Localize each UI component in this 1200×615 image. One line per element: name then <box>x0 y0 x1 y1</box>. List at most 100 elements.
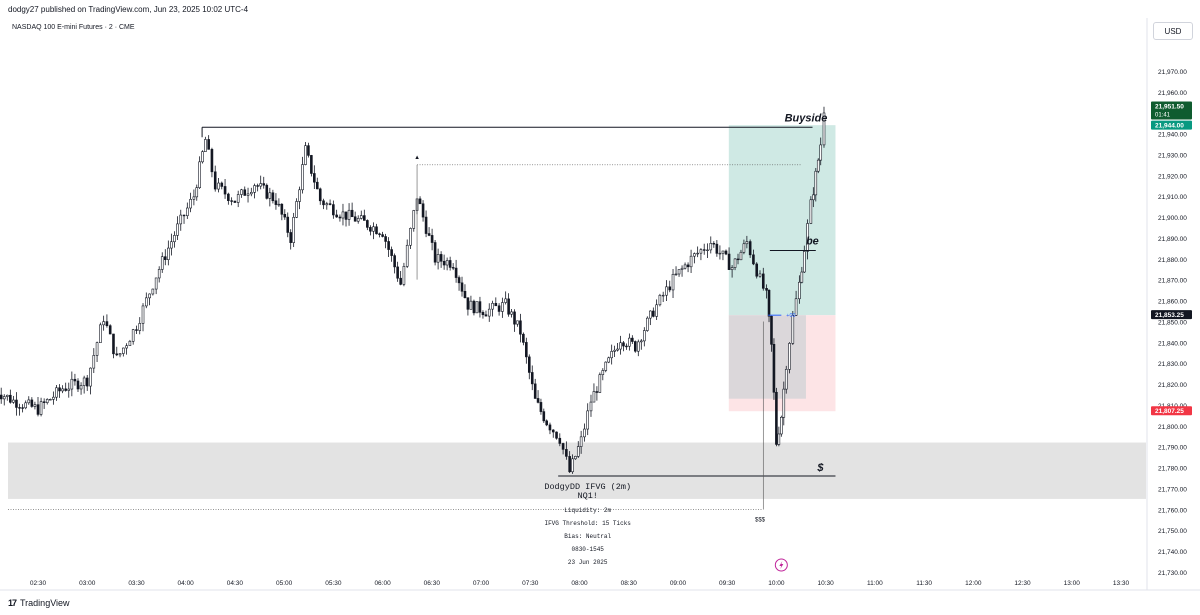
candle <box>457 275 461 291</box>
candle-body <box>204 139 207 152</box>
candle <box>589 394 593 417</box>
candle-body <box>436 254 440 263</box>
candle-body <box>445 260 449 266</box>
candle-body <box>315 181 319 190</box>
y-tick-label: 21,820.00 <box>1158 382 1187 389</box>
candle-body <box>418 198 422 205</box>
candle-body <box>791 315 795 344</box>
candle-body <box>702 249 706 251</box>
candle <box>387 237 390 257</box>
candle <box>782 381 786 426</box>
candle-body <box>332 204 335 216</box>
candle <box>636 339 640 357</box>
y-tick-label: 21,740.00 <box>1158 549 1187 556</box>
candle <box>661 291 665 302</box>
candles-layer <box>0 106 826 474</box>
candle <box>625 343 628 350</box>
y-tick-label: 21,760.00 <box>1158 507 1187 514</box>
candle <box>516 320 519 327</box>
publisher-header: dodgy27 published on TradingView.com, Ju… <box>8 5 249 14</box>
x-tick-label: 08:00 <box>571 580 588 587</box>
candle <box>310 154 313 177</box>
candle <box>27 396 31 405</box>
candle-body <box>243 189 247 196</box>
sellside-label: $ <box>816 462 824 474</box>
candle <box>283 209 287 220</box>
candle-body <box>298 189 301 202</box>
candle <box>733 258 737 271</box>
x-tick-label: 09:30 <box>719 580 736 587</box>
candle <box>712 241 716 248</box>
candle <box>313 165 316 190</box>
indicator-line: 23 Jun 2025 <box>568 559 608 566</box>
candle-body <box>551 429 555 433</box>
candle <box>571 454 574 474</box>
candle-body <box>347 209 351 220</box>
candle <box>341 203 345 226</box>
candle-body <box>668 286 672 291</box>
candle-body <box>271 192 275 202</box>
candle-body <box>27 399 31 404</box>
candle <box>372 222 375 240</box>
candle-body <box>568 456 571 473</box>
levels-layer: Buyside be $ ▲ $$$ +00 <box>8 112 836 523</box>
candle <box>665 280 668 302</box>
candle <box>522 332 525 346</box>
candle-body <box>658 294 662 306</box>
candle-body <box>89 367 92 387</box>
candle <box>268 187 272 207</box>
candle-body <box>633 341 637 352</box>
candle <box>353 211 357 222</box>
candle-body <box>809 199 813 224</box>
candle-body <box>646 317 649 331</box>
candle <box>613 345 616 358</box>
candle <box>378 232 381 238</box>
candle-body <box>157 269 161 279</box>
candle-body <box>782 388 786 418</box>
candle <box>574 455 577 460</box>
candle-body <box>145 297 148 307</box>
candle <box>812 187 815 208</box>
y-tick-label: 21,770.00 <box>1158 486 1187 493</box>
candle-body <box>313 173 316 183</box>
candle-body <box>777 433 781 445</box>
zones-layer <box>8 125 1146 499</box>
y-tick-label: 21,730.00 <box>1158 570 1187 577</box>
candle <box>702 243 706 255</box>
candle <box>463 284 467 299</box>
candle-body <box>794 298 798 316</box>
candle <box>262 176 266 189</box>
candle <box>640 338 643 350</box>
candle-body <box>335 214 338 218</box>
x-tick-label: 06:30 <box>424 580 441 587</box>
candle <box>607 356 611 364</box>
indicator-line: 0830-1545 <box>572 546 605 553</box>
candle-body <box>819 144 823 161</box>
candle-body <box>353 216 357 222</box>
candle <box>658 293 662 307</box>
candle-body <box>359 215 363 219</box>
candle <box>576 441 580 458</box>
candle-body <box>99 324 102 344</box>
candle <box>375 223 378 235</box>
candle-body <box>207 139 210 150</box>
candle <box>497 303 501 316</box>
candle-body <box>210 149 214 173</box>
candle <box>145 292 148 309</box>
candle <box>494 297 498 307</box>
candle <box>148 293 151 306</box>
candle <box>298 186 301 210</box>
x-tick-label: 03:30 <box>128 580 145 587</box>
candle <box>125 343 128 355</box>
candle <box>115 346 119 357</box>
candle-body <box>85 377 89 387</box>
candle-body <box>736 258 740 261</box>
candle <box>527 354 531 380</box>
candle <box>536 390 540 404</box>
candle <box>478 296 482 318</box>
currency-button[interactable]: USD <box>1153 22 1193 40</box>
price-tags-layer: 21,951.50 01:41 21,944.00 21,853.25 21,807.2… <box>1151 101 1192 416</box>
candle-body <box>393 255 396 268</box>
candle <box>545 419 548 427</box>
